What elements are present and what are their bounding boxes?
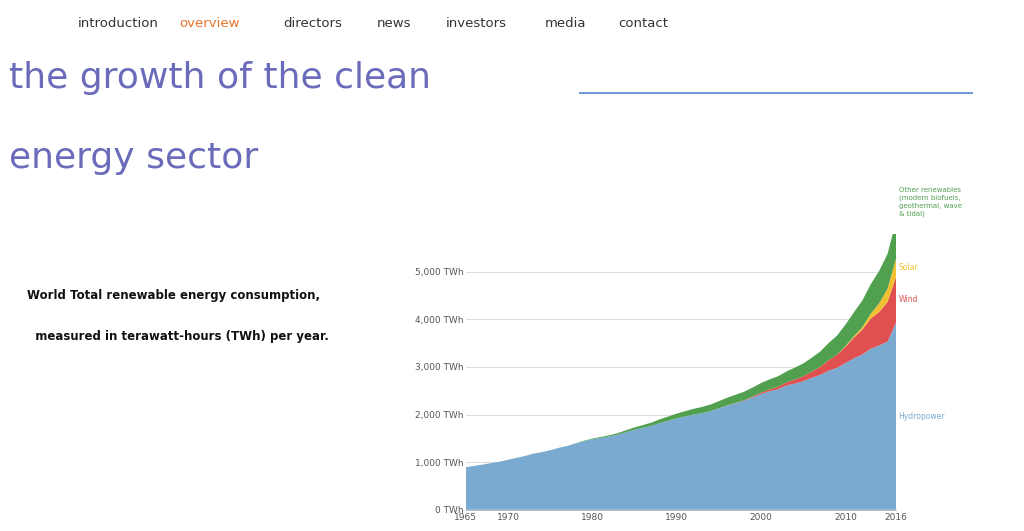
Text: news: news: [377, 18, 412, 30]
Text: Other renewables
(modern biofuels,
geothermal, wave
& tidal): Other renewables (modern biofuels, geoth…: [898, 187, 962, 217]
Text: directors: directors: [283, 18, 342, 30]
Text: World Total renewable energy consumption,: World Total renewable energy consumption…: [28, 289, 321, 302]
Text: contact: contact: [618, 18, 668, 30]
Text: Solar: Solar: [898, 263, 919, 272]
Text: measured in terawatt-hours (TWh) per year.: measured in terawatt-hours (TWh) per yea…: [28, 330, 330, 343]
Text: investors: investors: [445, 18, 507, 30]
Text: Wind: Wind: [898, 295, 918, 304]
Text: media: media: [545, 18, 586, 30]
Text: introduction: introduction: [78, 18, 158, 30]
Text: Hydropower: Hydropower: [898, 412, 945, 421]
Text: the growth of the clean: the growth of the clean: [9, 61, 431, 95]
Text: overview: overview: [179, 18, 241, 30]
Text: energy sector: energy sector: [9, 141, 258, 175]
